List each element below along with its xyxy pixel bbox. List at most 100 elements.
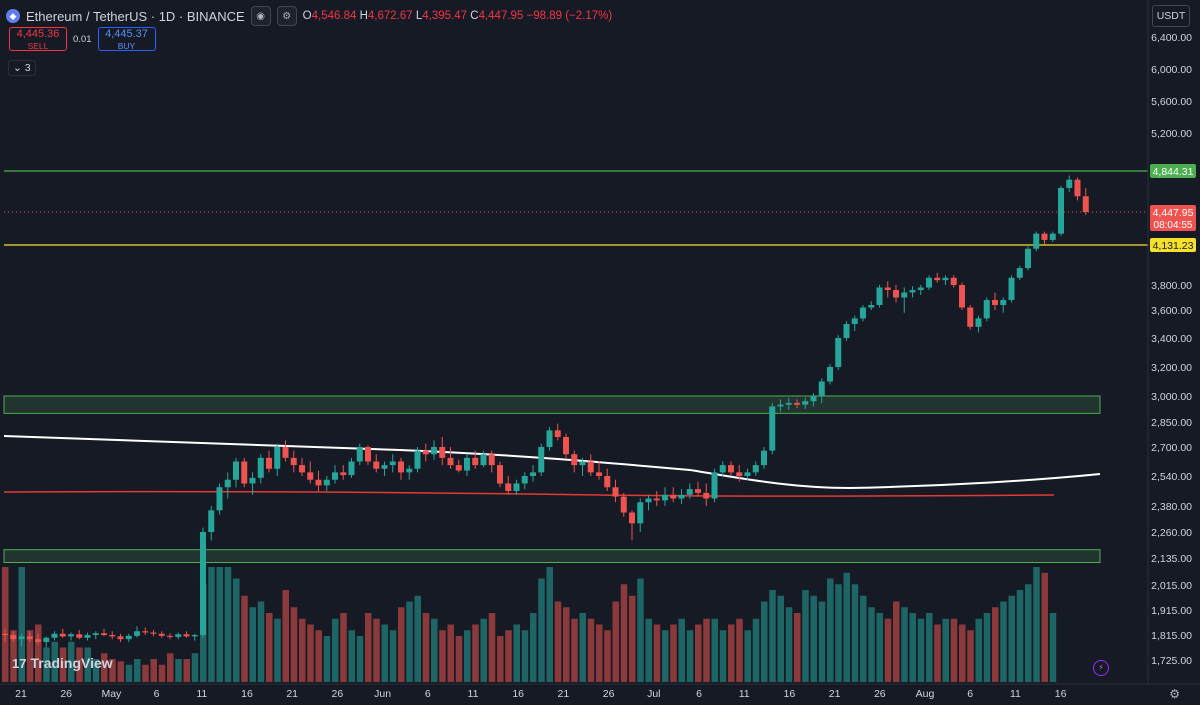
candle — [1082, 187, 1089, 215]
volume-bar — [1025, 584, 1032, 682]
y-tick-label: 5,200.00 — [1151, 128, 1192, 140]
volume-bar — [431, 618, 438, 682]
candle — [794, 399, 800, 409]
candle — [1049, 231, 1056, 242]
settings-icon[interactable]: ⚙ — [276, 6, 297, 26]
candle-body — [299, 465, 305, 473]
candle-body — [167, 635, 173, 637]
zone-3000 — [3, 395, 1101, 414]
volume-bar — [546, 567, 553, 682]
candle-body — [827, 367, 833, 382]
volume-bar — [686, 630, 694, 682]
volume-bar — [554, 601, 562, 682]
eye-icon[interactable]: ◉ — [250, 6, 271, 26]
candle — [414, 447, 421, 473]
volume-bar — [934, 624, 941, 682]
volume-bar — [711, 618, 718, 682]
candle-body — [620, 496, 627, 513]
zone-2135 — [3, 549, 1101, 563]
candle-body — [480, 454, 487, 466]
volume-bar — [134, 659, 141, 682]
candle — [233, 457, 239, 488]
volume-bar — [521, 630, 529, 682]
candle-body — [934, 277, 941, 281]
ma-white-line — [3, 435, 1101, 490]
candle-body — [431, 447, 437, 455]
candle-body — [266, 457, 272, 469]
volume-bar — [785, 607, 793, 682]
candle — [406, 465, 413, 480]
candle — [183, 631, 190, 638]
volume-bar — [92, 659, 100, 682]
candle — [59, 628, 66, 638]
candle-body — [950, 277, 957, 285]
candle-body — [315, 479, 322, 486]
candle-body — [893, 290, 899, 298]
candle — [860, 305, 866, 322]
x-tick-label: 26 — [874, 688, 886, 700]
volume-bar — [274, 618, 281, 682]
candle — [266, 450, 272, 473]
volume-bar — [447, 624, 454, 682]
candle — [43, 636, 50, 648]
candle — [150, 630, 157, 637]
candle-body — [752, 465, 759, 473]
volume-bar — [10, 630, 17, 682]
candle-body — [1016, 268, 1023, 278]
candle-body — [901, 292, 908, 298]
candle-body — [794, 402, 800, 405]
volume-bar — [480, 618, 487, 682]
candle-body — [332, 472, 338, 480]
x-tick-label: 16 — [512, 688, 524, 700]
candle-body — [290, 457, 297, 466]
volume-bar — [389, 630, 397, 682]
flash-icon[interactable]: ⚡ — [1093, 660, 1109, 676]
volume-bar — [356, 636, 364, 682]
spread-value: 0.01 — [73, 33, 92, 45]
volume-bar — [761, 601, 768, 682]
volume-bar — [406, 601, 413, 682]
volume-bar — [571, 618, 578, 682]
candle — [191, 633, 198, 641]
candle-body — [1000, 300, 1007, 305]
volume-bar — [530, 613, 537, 682]
candle-body — [884, 287, 891, 290]
candle-body — [1082, 196, 1089, 212]
symbol-title[interactable]: Ethereum / TetherUS · 1D · BINANCE — [26, 8, 245, 24]
candle — [307, 461, 314, 484]
buy-button[interactable]: 4,445.37 BUY — [97, 27, 156, 51]
candle — [472, 450, 479, 469]
candle-body — [596, 472, 602, 476]
candle — [785, 397, 792, 410]
candle-body — [389, 461, 396, 466]
candle — [1008, 275, 1015, 303]
candle-body — [917, 287, 924, 290]
volume-bar — [464, 630, 471, 682]
candle — [868, 301, 875, 310]
volume-bar — [728, 624, 735, 682]
volume-bar — [51, 641, 58, 682]
volume-bar — [183, 659, 190, 682]
candle — [1041, 231, 1048, 245]
candle-body — [18, 636, 25, 640]
price-zones — [3, 395, 1101, 563]
candle — [464, 454, 470, 476]
candle — [68, 632, 74, 641]
last-price-label-box — [1150, 205, 1196, 232]
candle-body — [876, 287, 883, 305]
candle — [101, 628, 107, 637]
x-tick-label: Jun — [374, 688, 391, 700]
candle-body — [233, 461, 239, 480]
candle-body — [10, 635, 17, 640]
candle-body — [637, 502, 644, 524]
currency-selector[interactable]: USDT — [1152, 5, 1190, 27]
chart-settings-icon[interactable]: ⚙ — [1169, 687, 1180, 701]
indicators-collapse-button[interactable]: ⌄ 3 — [8, 60, 36, 76]
x-tick-label: 21 — [558, 688, 570, 700]
candle — [917, 285, 924, 295]
candle-body — [356, 447, 363, 462]
candle — [200, 527, 206, 638]
sell-button[interactable]: 4,445.36 SELL — [9, 27, 67, 51]
candle — [1016, 265, 1023, 281]
